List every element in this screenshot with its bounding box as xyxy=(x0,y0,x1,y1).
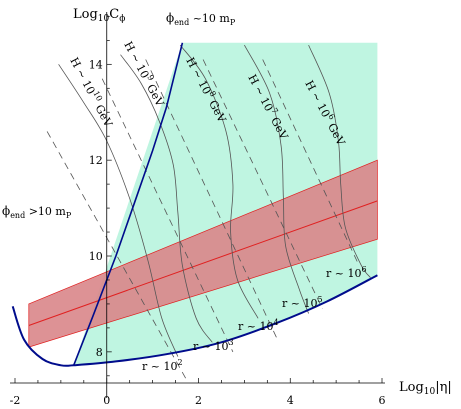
y-tick-label: 10 xyxy=(89,250,103,263)
h-contour-10 xyxy=(58,64,179,357)
r-contour-3 xyxy=(101,78,234,353)
band xyxy=(28,159,378,348)
lower-boundary xyxy=(11,274,378,367)
band-fill xyxy=(28,159,378,348)
r-label-5: r ~ 105 xyxy=(282,295,323,310)
h-label-9: H ~ 109 GeV xyxy=(121,38,168,109)
phi-end-boundary xyxy=(72,42,184,366)
h-contour-9 xyxy=(120,54,213,343)
h-contour-7 xyxy=(244,44,309,314)
phi-end-left-label: ϕend >10 mP xyxy=(2,204,72,220)
x-tick-label: 2 xyxy=(195,394,202,407)
y-axis-label: Log10Cϕ xyxy=(73,7,125,24)
x-tick-label: 4 xyxy=(287,394,294,407)
x-tick-label: 6 xyxy=(379,394,386,407)
axes: -2 0 2 4 6 8 10 12 14 xyxy=(10,12,386,407)
band-center-line xyxy=(28,200,378,326)
x-tick-label: 0 xyxy=(103,394,110,407)
y-tick-label: 14 xyxy=(89,58,103,71)
phi-end-top-label: ϕend ~10 mP xyxy=(166,11,236,27)
h-contours xyxy=(58,44,371,357)
r-label-6: r ~ 106 xyxy=(326,265,367,280)
boundaries xyxy=(11,42,378,367)
h-contour-8 xyxy=(179,44,259,319)
y-tick-label: 8 xyxy=(96,346,103,359)
r-contour-6 xyxy=(262,59,360,266)
x-axis-label: Log10|η| xyxy=(399,380,452,397)
h-contour-6 xyxy=(308,44,371,278)
r-contour-5 xyxy=(202,59,323,309)
r-label-2: r ~ 102 xyxy=(142,358,183,373)
r-label-3: r ~ 103 xyxy=(193,338,234,353)
y-tick-label: 12 xyxy=(89,154,103,167)
r-label-4: r ~ 104 xyxy=(238,318,279,333)
x-tick-label: -2 xyxy=(10,394,21,407)
